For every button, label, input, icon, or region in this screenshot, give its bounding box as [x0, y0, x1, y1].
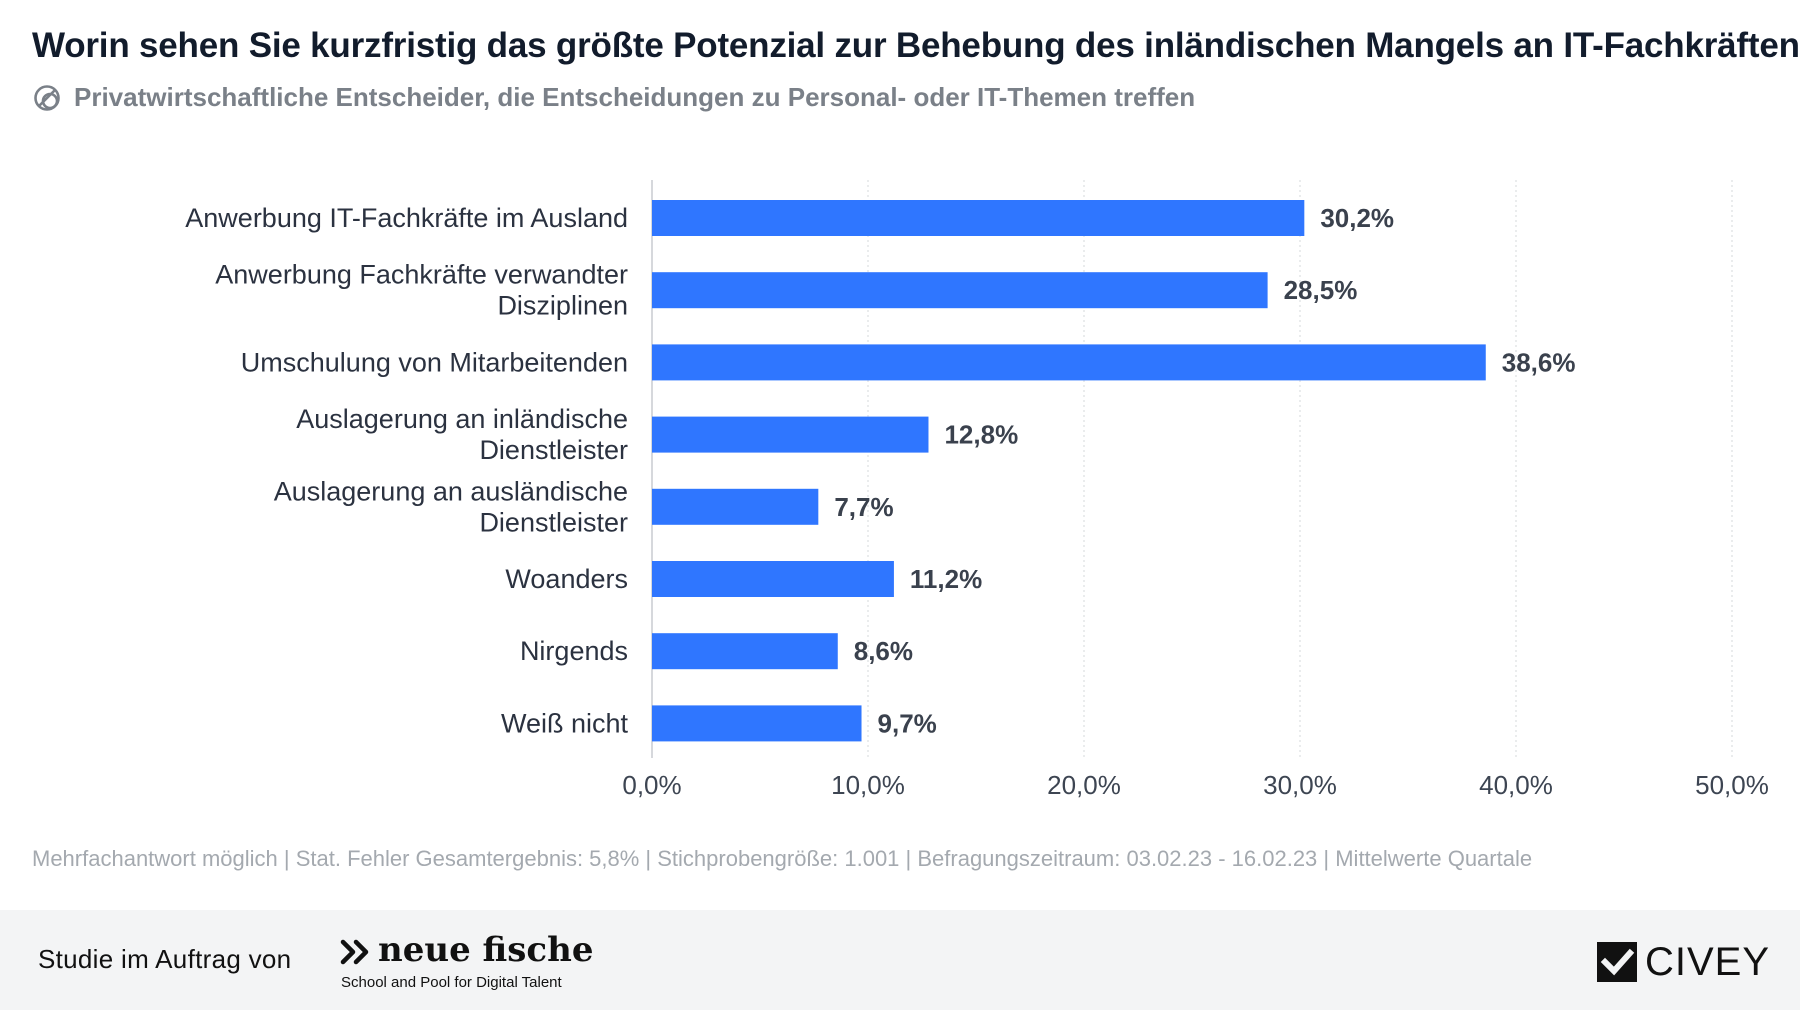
- category-label: Auslagerung an ausländische Dienstleister: [274, 476, 628, 537]
- bar-chart: 0,0% 10,0% 20,0% 30,0% 40,0% 50,0% 30,2% Anwerb…: [185, 180, 1769, 800]
- category-label-line: Anwerbung IT-Fachkräfte im Ausland: [185, 203, 628, 233]
- x-tick-label: 40,0%: [1479, 770, 1553, 800]
- x-tick-label: 10,0%: [831, 770, 905, 800]
- category-label-line: Woanders: [505, 564, 628, 594]
- bar: [652, 488, 819, 525]
- value-label: 38,6%: [1502, 347, 1576, 377]
- chart-title: Worin sehen Sie kurzfristig das größte P…: [32, 26, 1800, 65]
- x-tick-label: 50,0%: [1695, 770, 1769, 800]
- value-label: 7,7%: [834, 492, 893, 522]
- category-label: Anwerbung Fachkräfte verwandter Disziplin…: [215, 260, 628, 321]
- value-label: 9,7%: [878, 708, 937, 738]
- x-tick-label: 20,0%: [1047, 770, 1121, 800]
- bar: [652, 705, 862, 742]
- category-label: Woanders: [505, 564, 628, 594]
- footer-bar: Studie im Auftrag von neue fische School…: [0, 910, 1800, 1010]
- bar: [652, 633, 838, 670]
- brand-name: CIVEY: [1644, 939, 1770, 984]
- category-label-line: Dienstleister: [479, 507, 628, 537]
- bar: [652, 416, 929, 453]
- category-label-line: Weiß nicht: [501, 708, 629, 738]
- category-label-line: Dienstleister: [479, 435, 628, 465]
- chart-subtitle: Privatwirtschaftliche Entscheider, die E…: [74, 82, 1196, 112]
- value-label: 30,2%: [1320, 203, 1394, 233]
- bar: [652, 272, 1268, 309]
- value-label: 12,8%: [944, 420, 1018, 450]
- civey-logo[interactable]: CIVEY: [1596, 939, 1770, 984]
- double-chevron-icon: [340, 939, 369, 965]
- sponsor-text: Studie im Auftrag von: [38, 944, 292, 974]
- bar: [652, 561, 894, 597]
- value-label: 8,6%: [854, 636, 913, 666]
- category-label: Umschulung von Mitarbeitenden: [241, 347, 628, 377]
- category-label-line: Disziplinen: [497, 291, 628, 321]
- category-label: Nirgends: [520, 636, 628, 666]
- x-tick-label: 0,0%: [622, 770, 681, 800]
- category-label-line: Nirgends: [520, 636, 628, 666]
- civey-logo-icon: [1596, 942, 1637, 982]
- population-icon: [34, 84, 60, 111]
- x-tick-label: 30,0%: [1263, 770, 1337, 800]
- value-label: 28,5%: [1284, 275, 1358, 305]
- sponsor-tagline: School and Pool for Digital Talent: [341, 974, 562, 991]
- category-label: Weiß nicht: [501, 708, 629, 738]
- category-label-line: Auslagerung an inländische: [296, 404, 628, 434]
- sponsor-logo[interactable]: neue fische School and Pool for Digital …: [340, 930, 593, 996]
- category-label-line: Anwerbung Fachkräfte verwandter: [215, 260, 628, 290]
- sponsor-name: neue fische: [378, 930, 594, 970]
- category-label-line: Umschulung von Mitarbeitenden: [241, 347, 628, 377]
- chart-subtitle-row: Privatwirtschaftliche Entscheider, die E…: [32, 82, 1195, 113]
- category-label: Anwerbung IT-Fachkräfte im Ausland: [185, 203, 628, 233]
- bar: [652, 344, 1486, 381]
- bar: [652, 200, 1305, 236]
- category-label: Auslagerung an inländische Dienstleister: [296, 404, 628, 465]
- chart-footnote: Mehrfachantwort möglich | Stat. Fehler G…: [32, 846, 1533, 871]
- category-label-line: Auslagerung an ausländische: [274, 476, 628, 506]
- value-label: 11,2%: [910, 564, 982, 594]
